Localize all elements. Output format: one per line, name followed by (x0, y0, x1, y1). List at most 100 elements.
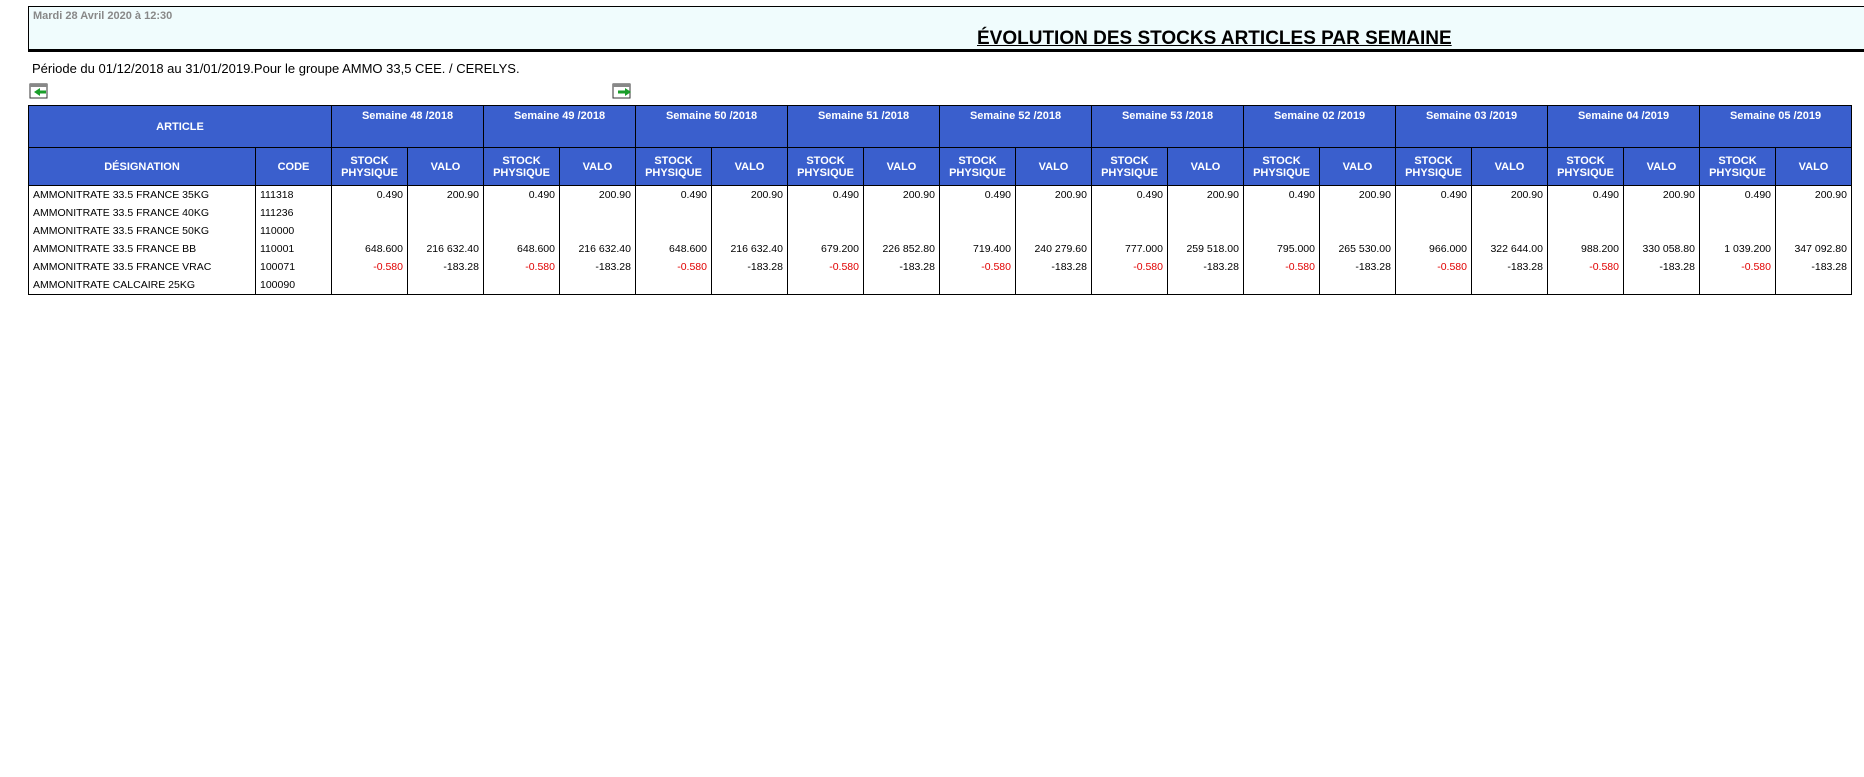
article-header: ARTICLE (28, 105, 332, 148)
valo-cell: 259 518.00 (1167, 240, 1244, 258)
next-icon[interactable] (612, 81, 634, 99)
stock-cell (1547, 222, 1624, 240)
designation: AMMONITRATE 33.5 FRANCE 50KG (28, 222, 256, 240)
designation: AMMONITRATE CALCAIRE 25KG (28, 276, 256, 295)
valo-cell (1623, 222, 1700, 240)
valo-cell: 240 279.60 (1015, 240, 1092, 258)
data-row: AMMONITRATE 33.5 FRANCE BB 110001 648.600 2… (28, 240, 1852, 258)
week-header: Semaine 48 /2018 (331, 105, 484, 148)
stock-cell: -0.580 (787, 258, 864, 276)
stock-cell (1395, 276, 1472, 295)
stock-cell (1091, 276, 1168, 295)
valo-header: VALO (863, 147, 940, 186)
stock-cell: 966.000 (1395, 240, 1472, 258)
stock-cell (331, 204, 408, 222)
stock-header: STOCK PHYSIQUE (1547, 147, 1624, 186)
header-row: ARTICLE Semaine 48 /2018 Semaine 49 /2018 S… (28, 105, 1852, 148)
week-header: Semaine 53 /2018 (1091, 105, 1244, 148)
stock-cell: 1 039.200 (1699, 240, 1776, 258)
stock-cell: 0.490 (1395, 185, 1472, 204)
stock-cell: -0.580 (331, 258, 408, 276)
valo-cell (863, 204, 940, 222)
stock-cell (1243, 222, 1320, 240)
valo-cell: 200.90 (559, 185, 636, 204)
valo-cell (1775, 276, 1852, 295)
stock-header: STOCK PHYSIQUE (331, 147, 408, 186)
valo-cell (1471, 222, 1548, 240)
valo-cell (711, 276, 788, 295)
stock-cell (1243, 204, 1320, 222)
designation-header: DÉSIGNATION (28, 147, 256, 186)
week-header: Semaine 50 /2018 (635, 105, 788, 148)
stock-cell (1395, 204, 1472, 222)
stock-cell (1547, 204, 1624, 222)
prev-icon[interactable] (29, 81, 51, 99)
stock-cell: -0.580 (483, 258, 560, 276)
code: 110001 (255, 240, 332, 258)
stock-cell: 679.200 (787, 240, 864, 258)
valo-cell (1623, 276, 1700, 295)
stock-header: STOCK PHYSIQUE (1091, 147, 1168, 186)
valo-cell: 330 058.80 (1623, 240, 1700, 258)
valo-cell: 200.90 (1319, 185, 1396, 204)
valo-cell: 200.90 (1471, 185, 1548, 204)
valo-header: VALO (1319, 147, 1396, 186)
designation: AMMONITRATE 33.5 FRANCE BB (28, 240, 256, 258)
stock-cell (1699, 204, 1776, 222)
stock-cell (1395, 222, 1472, 240)
valo-cell (1319, 222, 1396, 240)
stock-cell: 0.490 (331, 185, 408, 204)
stock-cell: 0.490 (939, 185, 1016, 204)
stock-cell (483, 222, 560, 240)
code: 111318 (255, 185, 332, 204)
week-header: Semaine 03 /2019 (1395, 105, 1548, 148)
valo-cell: 265 530.00 (1319, 240, 1396, 258)
stock-cell (1091, 204, 1168, 222)
valo-cell: 347 092.80 (1775, 240, 1852, 258)
code: 100071 (255, 258, 332, 276)
valo-cell: 200.90 (1623, 185, 1700, 204)
header-row: DÉSIGNATION CODE STOCK PHYSIQUE VALO STOCK P… (28, 147, 1852, 186)
stock-cell (1699, 222, 1776, 240)
valo-cell: 216 632.40 (407, 240, 484, 258)
stock-cell: 648.600 (483, 240, 560, 258)
stock-cell: 0.490 (1243, 185, 1320, 204)
valo-cell: -183.28 (1775, 258, 1852, 276)
week-header: Semaine 52 /2018 (939, 105, 1092, 148)
stock-cell: 0.490 (1547, 185, 1624, 204)
valo-cell (1319, 276, 1396, 295)
valo-cell (711, 222, 788, 240)
valo-cell: -183.28 (1167, 258, 1244, 276)
valo-cell: 200.90 (863, 185, 940, 204)
data-row: AMMONITRATE 33.5 FRANCE VRAC 100071 -0.580… (28, 258, 1852, 276)
valo-cell (711, 204, 788, 222)
stock-cell: -0.580 (1547, 258, 1624, 276)
valo-cell (407, 204, 484, 222)
stock-cell: -0.580 (939, 258, 1016, 276)
valo-cell (1319, 204, 1396, 222)
valo-cell (407, 222, 484, 240)
stock-cell (635, 222, 712, 240)
valo-cell: 322 644.00 (1471, 240, 1548, 258)
stock-cell (331, 276, 408, 295)
data-row: AMMONITRATE 33.5 FRANCE 50KG 110000 (28, 222, 1852, 240)
data-row: AMMONITRATE 33.5 FRANCE 40KG 111236 (28, 204, 1852, 222)
valo-cell: 200.90 (711, 185, 788, 204)
valo-cell: 226 852.80 (863, 240, 940, 258)
stock-cell: 719.400 (939, 240, 1016, 258)
valo-cell (1167, 222, 1244, 240)
data-row: AMMONITRATE CALCAIRE 25KG 100090 (28, 276, 1852, 295)
stock-cell (331, 222, 408, 240)
valo-header: VALO (407, 147, 484, 186)
data-row: AMMONITRATE 33.5 FRANCE 35KG 111318 0.490 2… (28, 185, 1852, 204)
valo-cell: 200.90 (407, 185, 484, 204)
stock-cell: 0.490 (483, 185, 560, 204)
week-header: Semaine 51 /2018 (787, 105, 940, 148)
stock-header: STOCK PHYSIQUE (1699, 147, 1776, 186)
stock-cell: -0.580 (1091, 258, 1168, 276)
valo-cell (1015, 222, 1092, 240)
valo-cell: 216 632.40 (559, 240, 636, 258)
week-header: Semaine 04 /2019 (1547, 105, 1700, 148)
stock-cell: -0.580 (1699, 258, 1776, 276)
designation: AMMONITRATE 33.5 FRANCE VRAC (28, 258, 256, 276)
